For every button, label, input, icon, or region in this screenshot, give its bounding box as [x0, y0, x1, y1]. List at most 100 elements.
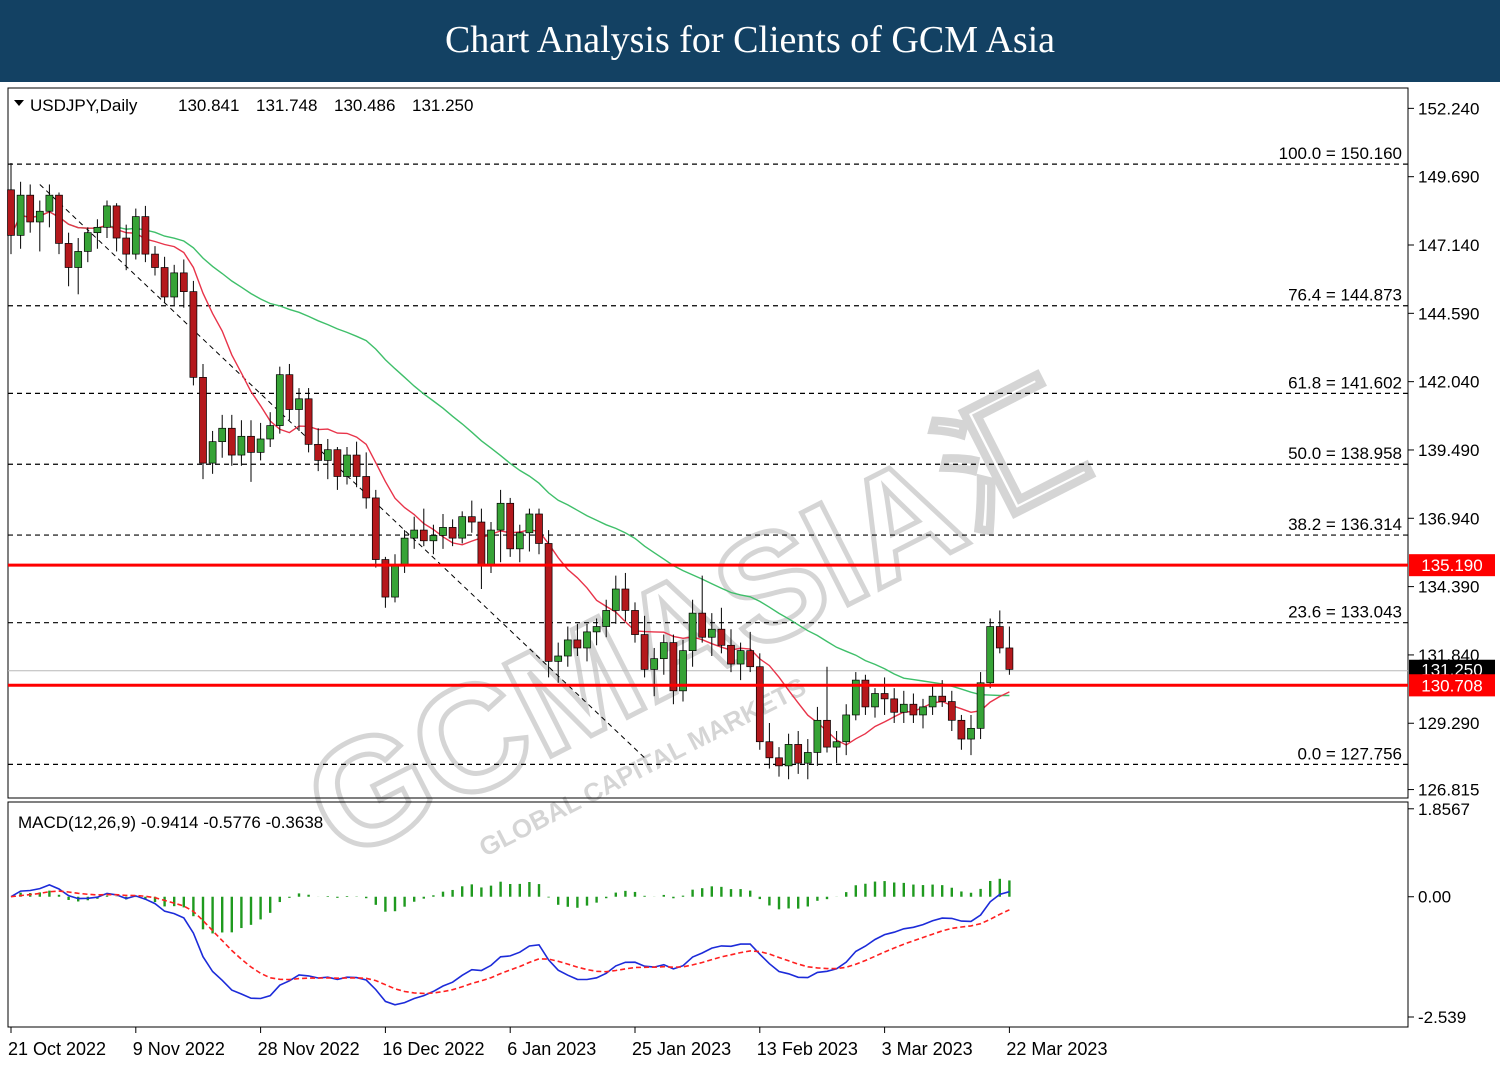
candle-body — [247, 435, 255, 453]
candle-body — [535, 513, 543, 544]
candle-body — [698, 612, 707, 638]
candle-body — [343, 454, 351, 477]
x-tick-label: 3 Mar 2023 — [882, 1039, 973, 1059]
candle-body — [621, 588, 630, 611]
candle-body — [563, 639, 572, 657]
y-tick-label: 129.290 — [1418, 714, 1479, 733]
candle-body — [640, 634, 649, 670]
banner-title: Chart Analysis for Clients of GCM Asia — [444, 19, 1056, 61]
candle-body — [813, 719, 822, 753]
candle-body — [64, 243, 73, 268]
y-tick-label: 139.490 — [1418, 441, 1479, 460]
candle-body — [275, 374, 284, 426]
candle-body — [659, 642, 668, 660]
trend-line — [39, 184, 645, 759]
candle-body — [419, 529, 428, 542]
candle-body — [669, 642, 678, 692]
candle-body — [122, 237, 131, 255]
x-tick-label: 16 Dec 2022 — [382, 1039, 484, 1059]
candle-body — [448, 527, 457, 539]
y-tick-label: 152.240 — [1418, 99, 1479, 118]
fib-label: 100.0 = 150.160 — [1279, 144, 1402, 163]
candle-body — [611, 588, 620, 611]
y-tick-label: 149.690 — [1418, 168, 1479, 187]
candle-body — [179, 272, 188, 292]
macd-y-tick-label: 0.00 — [1418, 888, 1451, 907]
candle-body — [583, 631, 591, 649]
candle-body — [237, 435, 246, 456]
candle-body — [208, 441, 217, 464]
candle-body — [679, 650, 687, 692]
macd-y-tick-label: 1.8567 — [1418, 800, 1470, 819]
candle-body — [794, 744, 803, 764]
candle-body — [784, 744, 793, 767]
fib-label: 23.6 = 133.043 — [1288, 603, 1402, 622]
low-value: 130.486 — [334, 96, 395, 115]
candle-body — [736, 650, 745, 665]
macd-signal-line — [10, 890, 1010, 995]
candle-body — [995, 626, 1004, 649]
price-level-tag — [1409, 674, 1495, 697]
candle-body — [487, 529, 495, 566]
high-value: 131.748 — [256, 96, 317, 115]
y-tick-label: 136.940 — [1418, 509, 1479, 528]
candle-body — [851, 679, 860, 716]
dropdown-triangle-icon[interactable] — [14, 100, 24, 106]
candle-body — [544, 543, 553, 662]
candle-body — [439, 527, 447, 536]
candle-body — [755, 666, 764, 743]
candle-body — [362, 476, 371, 499]
candle-body — [515, 532, 524, 550]
candle-body — [871, 693, 879, 708]
fib-label: 61.8 = 141.602 — [1288, 373, 1402, 392]
candle-body — [899, 703, 908, 713]
candle-body — [986, 626, 995, 684]
candle-body — [765, 741, 774, 759]
candle-body — [189, 291, 198, 378]
symbol-label: USDJPY,Daily — [30, 96, 138, 115]
candle-body — [391, 564, 399, 598]
macd-panel — [7, 801, 1409, 1028]
candle-body — [506, 502, 515, 550]
candle-body — [93, 226, 102, 234]
price-level-label: 130.708 — [1421, 676, 1482, 695]
candle-body — [717, 628, 726, 646]
x-tick-label: 6 Jan 2023 — [507, 1039, 596, 1059]
candle-body — [160, 267, 169, 298]
candle-body — [967, 727, 975, 740]
candle-body — [410, 529, 419, 539]
y-tick-label: 126.815 — [1418, 781, 1479, 800]
candle-body — [554, 655, 563, 662]
candle-body — [16, 194, 25, 236]
candle-body — [650, 658, 659, 670]
candle-body — [295, 398, 303, 410]
price-level-tag — [1409, 554, 1495, 577]
candle-body — [429, 535, 438, 542]
banner: Chart Analysis for Clients of GCM Asia — [0, 0, 1500, 82]
candle-body — [976, 682, 985, 729]
candle-body — [602, 610, 611, 627]
candle-body — [746, 650, 755, 668]
candle-body — [170, 272, 179, 298]
candle-body — [957, 719, 966, 740]
candle-body — [227, 427, 236, 456]
macd-label: MACD(12,26,9) -0.9414 -0.5776 -0.3638 — [18, 813, 323, 832]
candle-body — [947, 701, 956, 721]
candle-body — [381, 559, 390, 598]
candle-body — [199, 377, 207, 464]
y-tick-label: 147.140 — [1418, 236, 1479, 255]
fib-label: 76.4 = 144.873 — [1288, 286, 1402, 305]
candle-body — [477, 521, 486, 566]
candle-body — [909, 703, 918, 716]
candle-body — [266, 425, 275, 440]
candle-body — [727, 644, 735, 665]
candle-body — [775, 757, 783, 767]
candle-body — [467, 516, 476, 523]
candle-body — [55, 194, 63, 244]
candle-body — [928, 695, 937, 708]
x-tick-label: 22 Mar 2023 — [1006, 1039, 1107, 1059]
candle-body — [400, 537, 409, 566]
y-tick-label: 144.590 — [1418, 304, 1479, 323]
candle-body — [880, 693, 889, 700]
candle-body — [890, 698, 899, 713]
